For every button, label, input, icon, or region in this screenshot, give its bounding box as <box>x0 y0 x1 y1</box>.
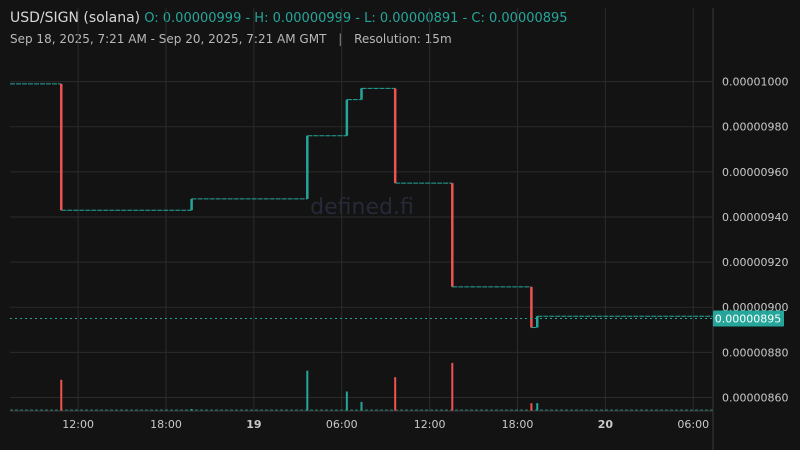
grid <box>10 8 713 411</box>
volume-bar <box>190 409 193 411</box>
y-tick-label: 0.00000880 <box>722 346 788 359</box>
x-tick-label: 12:00 <box>62 418 94 431</box>
y-tick-label: 0.00000980 <box>722 121 788 134</box>
volume-bar <box>451 362 454 411</box>
volume-bars <box>10 362 713 411</box>
volume-bar <box>394 377 397 411</box>
y-tick-label: 0.00000940 <box>722 211 788 224</box>
pair-name: USD/SIGN (solana) <box>10 10 141 26</box>
x-tick-label: 06:00 <box>326 418 358 431</box>
date-range: Sep 18, 2025, 7:21 AM - Sep 20, 2025, 7:… <box>10 32 327 46</box>
x-tick-label: 18:00 <box>150 418 182 431</box>
volume-bar <box>360 401 363 411</box>
x-tick-label: 06:00 <box>677 418 709 431</box>
chart-subheader: Sep 18, 2025, 7:21 AM - Sep 20, 2025, 7:… <box>10 32 452 46</box>
y-tick-label: 0.00000920 <box>722 256 788 269</box>
y-tick-label: 0.00000960 <box>722 166 788 179</box>
ohlc-readout: O: 0.00000999 - H: 0.00000999 - L: 0.000… <box>144 11 568 26</box>
header-separator: | <box>338 32 343 46</box>
chart-header: USD/SIGN (solana) O: 0.00000999 - H: 0.0… <box>10 10 568 26</box>
price-series <box>10 83 713 329</box>
x-tick-label: 12:00 <box>414 418 446 431</box>
watermark: defined.fi <box>310 195 414 220</box>
axes: 0.000008600.000008800.000009000.00000920… <box>10 8 788 450</box>
volume-bar <box>530 403 533 411</box>
volume-bar <box>536 403 539 411</box>
x-tick-label: 19 <box>246 418 261 431</box>
x-tick-label: 20 <box>598 418 614 431</box>
last-price-label: 0.00000895 <box>715 312 781 325</box>
resolution-label: Resolution: 15m <box>354 32 452 46</box>
volume-bar <box>60 379 63 411</box>
last-price-badge <box>713 310 784 327</box>
y-tick-label: 0.00001000 <box>722 76 788 89</box>
x-tick-label: 18:00 <box>502 418 534 431</box>
volume-bar <box>306 370 309 411</box>
y-tick-label: 0.00000860 <box>722 391 788 404</box>
volume-bar <box>345 391 348 411</box>
